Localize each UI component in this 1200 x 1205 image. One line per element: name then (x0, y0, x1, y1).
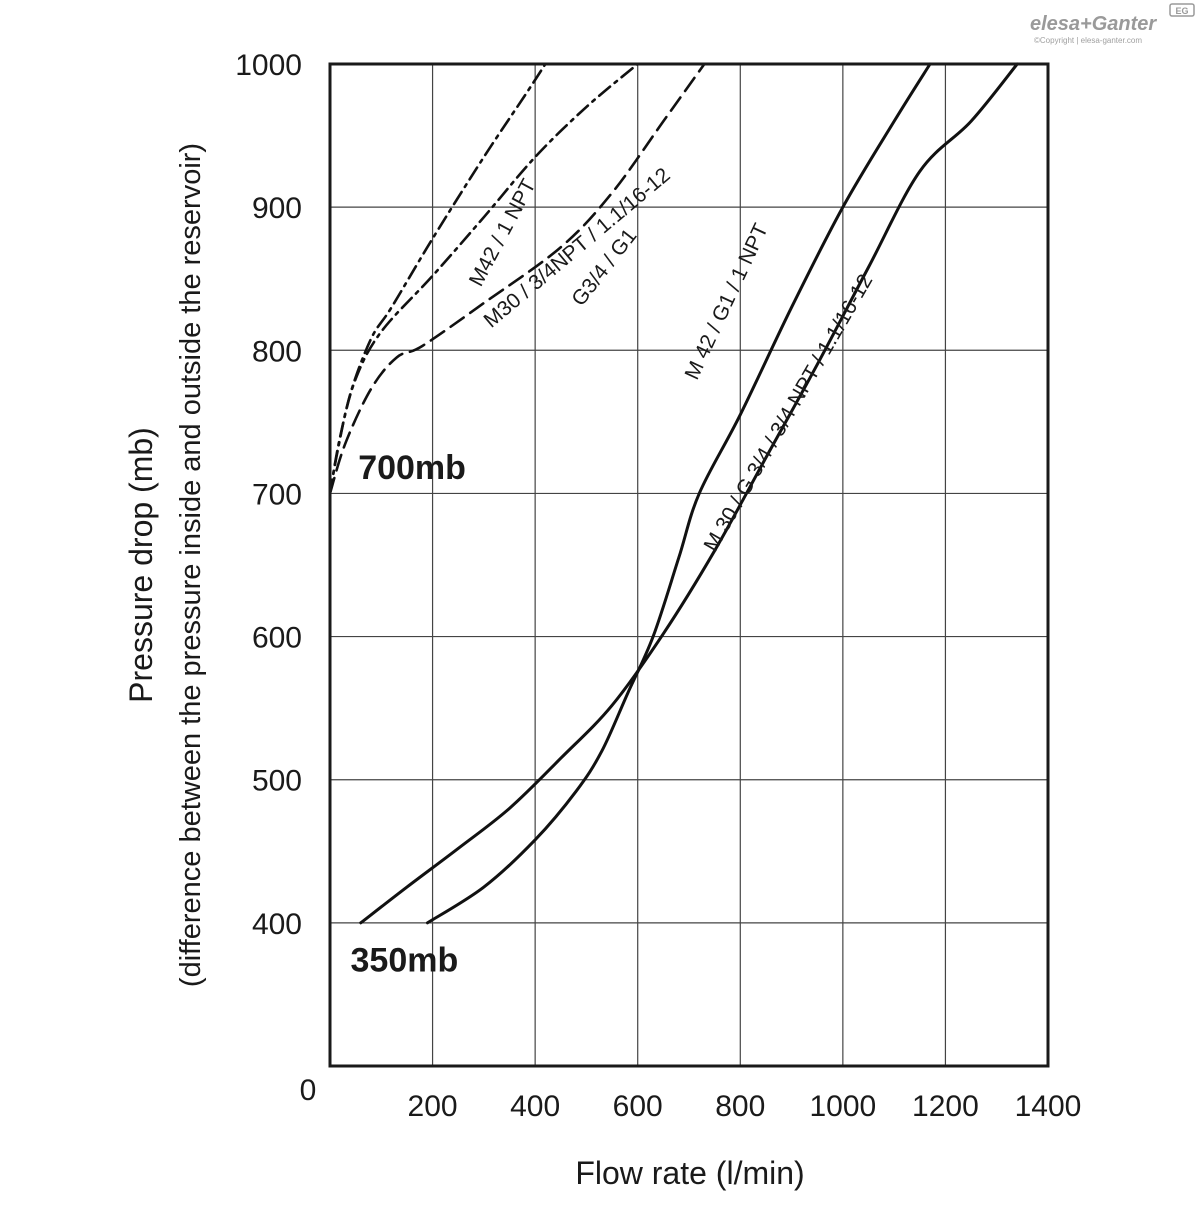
x-tick-label: 1200 (912, 1090, 979, 1123)
curve-label: M 42 / G1 / 1 NPT (681, 220, 773, 383)
curve-label: M30 / 3/4NPT / 1.1/16-12 (480, 163, 675, 332)
series-line (425, 62, 932, 925)
y-tick-label: 700 (252, 478, 302, 511)
x-tick-label: 800 (715, 1090, 765, 1123)
plot-frame (328, 62, 1050, 1068)
level-annotation: 350mb (351, 942, 459, 980)
level-annotations: 700mb 350mb (351, 449, 466, 979)
series-line (328, 62, 706, 495)
x-axis-title: Flow rate (l/min) (575, 1155, 804, 1191)
x-tick-label: 600 (613, 1090, 663, 1123)
y-axis-title: Pressure drop (mb) (123, 427, 159, 703)
series-lines (328, 62, 1019, 925)
level-annotation: 700mb (358, 449, 466, 487)
origin-label: 0 (300, 1074, 317, 1107)
y-tick-label: 1000 (235, 49, 302, 82)
tick-labels: 200 400 600 800 1000 1200 1400 400 500 600 700 800 9… (235, 49, 1081, 1123)
series-line (328, 62, 547, 495)
brand-logo: elesa+Ganter EG ©Copyright | elesa-gante… (1030, 3, 1195, 45)
series-line (328, 62, 640, 495)
y-tick-label: 500 (252, 765, 302, 798)
x-tick-label: 200 (408, 1090, 458, 1123)
brand-badge-icon (1169, 3, 1195, 17)
y-tick-label: 800 (252, 335, 302, 368)
y-tick-label: 600 (252, 622, 302, 655)
brand-name: elesa+Ganter (1030, 13, 1157, 35)
brand-copyright: ©Copyright | elesa-ganter.com (1034, 36, 1142, 45)
x-tick-label: 400 (510, 1090, 560, 1123)
grid-lines (330, 64, 1048, 1066)
x-tick-label: 1400 (1015, 1090, 1082, 1123)
y-tick-label: 400 (252, 908, 302, 941)
brand-badge: EG (1175, 6, 1188, 16)
y-axis-subtitle: (difference between the pressure inside … (175, 143, 207, 987)
x-tick-label: 1000 (809, 1090, 876, 1123)
y-tick-label: 900 (252, 192, 302, 225)
series-line (359, 62, 1019, 925)
